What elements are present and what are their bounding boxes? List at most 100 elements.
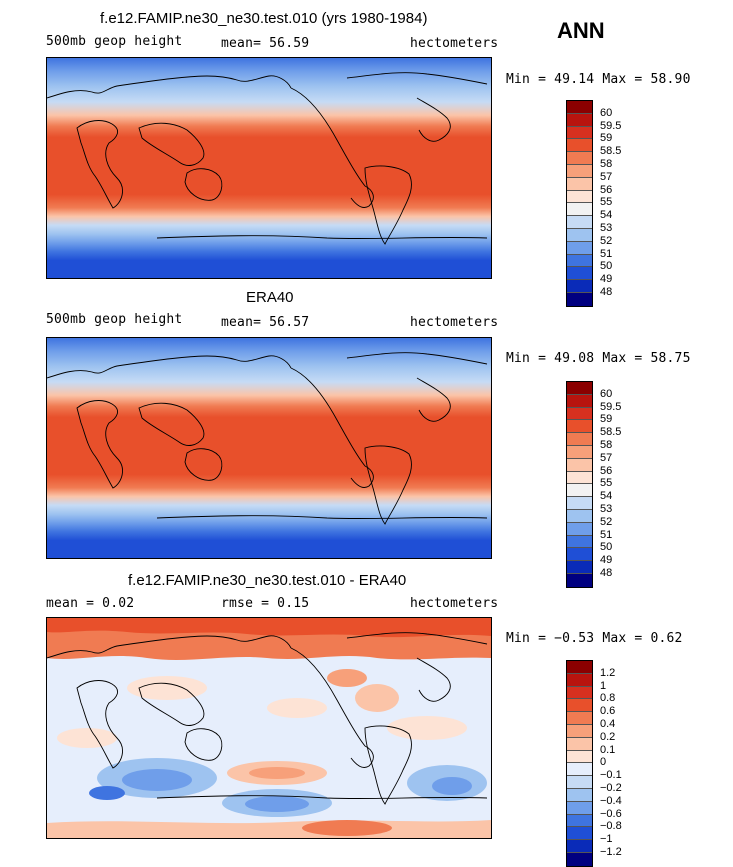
colorbar-tick-label: 0.8 bbox=[600, 692, 616, 705]
colorbar-swatch bbox=[567, 445, 592, 459]
colorbar-tick-label: −0.4 bbox=[600, 794, 622, 807]
colorbar-tick-label: −0.1 bbox=[600, 769, 622, 782]
panel-2-colorbar bbox=[566, 381, 593, 588]
colorbar-swatch bbox=[567, 699, 592, 713]
panel-1-minmax: Min = 49.14 Max = 58.90 bbox=[506, 72, 691, 87]
colorbar-tick-label: 59.5 bbox=[600, 119, 622, 132]
colorbar-tick-label: 57 bbox=[600, 170, 613, 183]
panel-2-map-svg bbox=[47, 338, 491, 558]
colorbar-tick-label: 58.5 bbox=[600, 145, 622, 158]
panel-2-field-label: 500mb geop height bbox=[46, 312, 183, 327]
colorbar-swatch bbox=[567, 573, 592, 587]
colorbar-swatch bbox=[567, 497, 592, 510]
colorbar-tick-label: 0.6 bbox=[600, 705, 616, 718]
panel-1-map bbox=[46, 57, 492, 279]
colorbar-swatch bbox=[567, 852, 592, 866]
colorbar-tick-label: 58 bbox=[600, 158, 613, 170]
colorbar-swatch bbox=[567, 801, 592, 815]
colorbar-tick-label: 59.5 bbox=[600, 400, 622, 413]
colorbar-tick-label: 0.4 bbox=[600, 718, 616, 730]
panel-3-map-svg bbox=[47, 618, 491, 838]
colorbar-swatch bbox=[567, 561, 592, 574]
colorbar-swatch bbox=[567, 241, 592, 255]
colorbar-tick-label: 59 bbox=[600, 413, 613, 426]
colorbar-tick-label: 56 bbox=[600, 183, 613, 196]
colorbar-tick-label: 49 bbox=[600, 554, 613, 567]
colorbar-tick-label: 48 bbox=[600, 286, 613, 298]
colorbar-swatch bbox=[567, 228, 592, 242]
panel-2-units-label: hectometers bbox=[410, 315, 499, 330]
colorbar-swatch bbox=[567, 535, 592, 549]
colorbar-swatch bbox=[567, 509, 592, 523]
colorbar-swatch bbox=[567, 763, 592, 777]
colorbar-tick-label: 54 bbox=[600, 209, 613, 222]
colorbar-swatch bbox=[567, 788, 592, 802]
colorbar-swatch bbox=[567, 267, 592, 281]
panel-1-mean-label: mean= 56.59 bbox=[221, 36, 310, 51]
colorbar-tick-label: 1 bbox=[600, 679, 607, 692]
colorbar-swatch bbox=[567, 484, 592, 498]
colorbar-swatch bbox=[567, 433, 592, 446]
panel-3-colorbar bbox=[566, 660, 593, 867]
colorbar-tick-label: −0.2 bbox=[600, 782, 622, 794]
colorbar-swatch bbox=[567, 254, 592, 268]
colorbar-tick-label: 52 bbox=[600, 515, 613, 528]
colorbar-tick-label: 58 bbox=[600, 439, 613, 451]
colorbar-swatch bbox=[567, 673, 592, 687]
panel-1-title: f.e12.FAMIP.ne30_ne30.test.010 (yrs 1980… bbox=[100, 10, 428, 27]
colorbar-swatch bbox=[567, 382, 592, 395]
colorbar-swatch bbox=[567, 420, 592, 434]
colorbar-tick-label: 48 bbox=[600, 567, 613, 579]
colorbar-swatch bbox=[567, 827, 592, 841]
colorbar-swatch bbox=[567, 814, 592, 828]
colorbar-swatch bbox=[567, 471, 592, 485]
colorbar-tick-label: 0.2 bbox=[600, 730, 616, 743]
colorbar-swatch bbox=[567, 139, 592, 153]
colorbar-swatch bbox=[567, 152, 592, 165]
colorbar-tick-label: 54 bbox=[600, 490, 613, 503]
colorbar-tick-label: −1.2 bbox=[600, 846, 622, 858]
colorbar-tick-label: 49 bbox=[600, 273, 613, 286]
colorbar-tick-label: 51 bbox=[600, 528, 613, 541]
colorbar-swatch bbox=[567, 776, 592, 789]
panel-2-minmax: Min = 49.08 Max = 58.75 bbox=[506, 351, 691, 366]
colorbar-swatch bbox=[567, 126, 592, 140]
colorbar-swatch bbox=[567, 407, 592, 421]
panel-2-title: ERA40 bbox=[246, 289, 294, 306]
colorbar-swatch bbox=[567, 712, 592, 725]
panel-1-field-label: 500mb geop height bbox=[46, 34, 183, 49]
colorbar-tick-label: 59 bbox=[600, 132, 613, 145]
colorbar-tick-label: 57 bbox=[600, 451, 613, 464]
colorbar-swatch bbox=[567, 177, 592, 191]
colorbar-tick-label: 50 bbox=[600, 541, 613, 554]
colorbar-tick-label: 60 bbox=[600, 106, 613, 119]
panel-3-mean-label: mean = 0.02 bbox=[46, 596, 135, 611]
colorbar-tick-label: −0.8 bbox=[600, 820, 622, 833]
colorbar-tick-label: −0.6 bbox=[600, 807, 622, 820]
colorbar-swatch bbox=[567, 840, 592, 853]
colorbar-swatch bbox=[567, 661, 592, 674]
panel-3-rmse-label: rmse = 0.15 bbox=[221, 596, 310, 611]
colorbar-swatch bbox=[567, 216, 592, 229]
colorbar-swatch bbox=[567, 394, 592, 408]
colorbar-swatch bbox=[567, 164, 592, 178]
colorbar-tick-label: 60 bbox=[600, 387, 613, 400]
colorbar-tick-label: 0 bbox=[600, 756, 607, 769]
colorbar-swatch bbox=[567, 190, 592, 204]
colorbar-swatch bbox=[567, 724, 592, 738]
colorbar-swatch bbox=[567, 522, 592, 536]
colorbar-swatch bbox=[567, 548, 592, 562]
colorbar-tick-label: 58.5 bbox=[600, 426, 622, 439]
colorbar-tick-label: 55 bbox=[600, 196, 613, 209]
colorbar-swatch bbox=[567, 686, 592, 700]
colorbar-tick-label: 0.1 bbox=[600, 743, 616, 756]
colorbar-tick-label: 55 bbox=[600, 477, 613, 490]
panel-3-minmax: Min = −0.53 Max = 0.62 bbox=[506, 631, 683, 646]
colorbar-swatch bbox=[567, 737, 592, 751]
season-label: ANN bbox=[557, 18, 605, 43]
colorbar-tick-label: 51 bbox=[600, 247, 613, 260]
colorbar-tick-label: 56 bbox=[600, 464, 613, 477]
colorbar-swatch bbox=[567, 113, 592, 127]
panel-1-colorbar bbox=[566, 100, 593, 307]
colorbar-tick-label: 53 bbox=[600, 503, 613, 515]
